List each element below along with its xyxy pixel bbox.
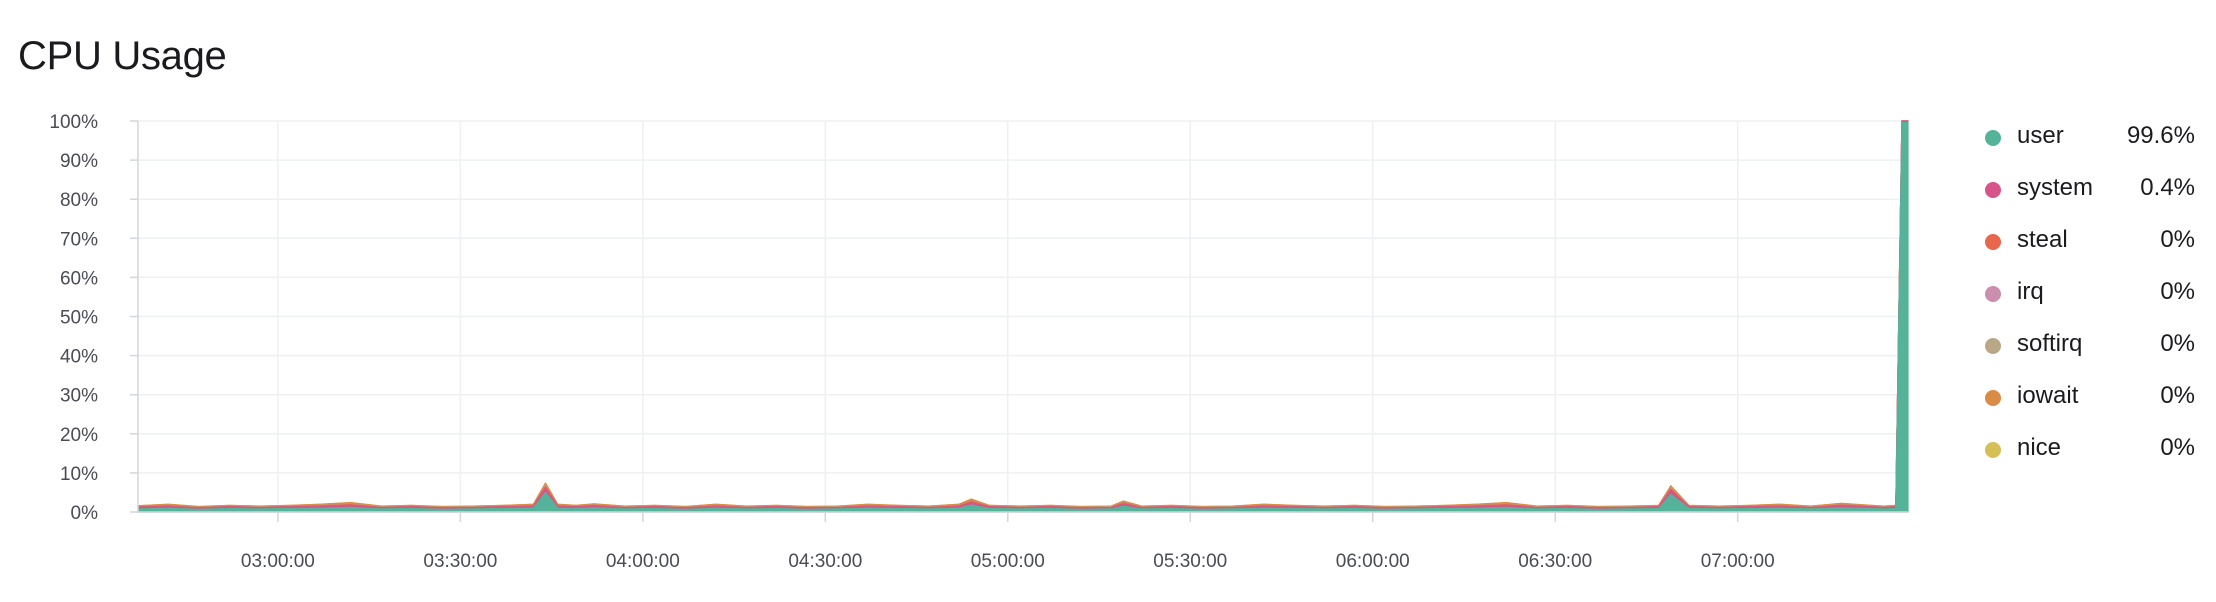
legend-label: user	[2017, 122, 2064, 149]
legend-item-system[interactable]: system 0.4%	[1985, 170, 2195, 222]
legend-dot-icon	[1985, 130, 2001, 146]
legend-dot-icon	[1985, 338, 2001, 354]
legend: user 99.6% system 0.4% steal 0% irq 0% s…	[1985, 118, 2195, 482]
legend-dot-icon	[1985, 390, 2001, 406]
legend-label: system	[2017, 174, 2094, 201]
legend-item-iowait[interactable]: iowait 0%	[1985, 378, 2195, 430]
legend-item-nice[interactable]: nice 0%	[1985, 430, 2195, 482]
legend-value: 0%	[2160, 434, 2195, 461]
legend-dot-icon	[1985, 182, 2001, 198]
x-tick-label: 06:30:00	[1518, 551, 1592, 572]
legend-value: 99.6%	[2126, 122, 2195, 149]
series-area-nice[interactable]	[137, 120, 1909, 508]
y-tick-label: 10%	[60, 464, 98, 485]
y-tick-label: 90%	[60, 151, 98, 172]
legend-dot-icon	[1985, 234, 2001, 250]
chart-title: CPU Usage	[18, 34, 227, 78]
x-tick-label: 06:00:00	[1336, 551, 1410, 572]
x-tick-label: 04:00:00	[606, 551, 680, 572]
legend-label: nice	[2017, 434, 2062, 461]
axes: 100% 90% 80% 70% 60% 50% 40% 30% 20% 10% 0% 03:00:0…	[49, 112, 1908, 572]
y-tick-label: 20%	[60, 425, 98, 446]
legend-value: 0%	[2160, 382, 2195, 409]
y-tick-label: 100%	[49, 112, 98, 133]
legend-label: softirq	[2017, 330, 2083, 357]
series-area-system[interactable]	[137, 120, 1909, 510]
grid-lines	[138, 120, 1908, 513]
y-tick-label: 70%	[60, 229, 98, 250]
legend-value: 0%	[2160, 330, 2195, 357]
y-tick-label: 80%	[60, 190, 98, 211]
series-area-user[interactable]	[137, 122, 1909, 513]
x-tick-label: 05:30:00	[1153, 551, 1227, 572]
y-tick-label: 40%	[60, 347, 98, 368]
x-tick-label: 04:30:00	[788, 551, 862, 572]
legend-dot-icon	[1985, 442, 2001, 458]
y-tick-label: 50%	[60, 308, 98, 329]
legend-item-steal[interactable]: steal 0%	[1985, 222, 2195, 274]
y-tick-label: 60%	[60, 268, 98, 289]
legend-item-softirq[interactable]: softirq 0%	[1985, 326, 2195, 378]
legend-item-user[interactable]: user 99.6%	[1985, 118, 2195, 170]
x-tick-label: 03:30:00	[423, 551, 497, 572]
legend-value: 0%	[2160, 226, 2195, 253]
series-area-irq[interactable]	[137, 120, 1909, 509]
cpu-usage-chart[interactable]: 100% 90% 80% 70% 60% 50% 40% 30% 20% 10% 0% 03:00:0…	[0, 0, 1930, 602]
legend-dot-icon	[1985, 286, 2001, 302]
legend-value: 0%	[2160, 278, 2195, 305]
legend-label: steal	[2017, 226, 2068, 253]
legend-label: iowait	[2017, 382, 2079, 409]
x-tick-label: 05:00:00	[971, 551, 1045, 572]
x-tick-label: 03:00:00	[241, 551, 315, 572]
y-tick-label: 30%	[60, 386, 98, 407]
series-area-softirq[interactable]	[137, 120, 1909, 509]
series-area-iowait[interactable]	[137, 120, 1909, 508]
y-tick-label: 0%	[71, 503, 99, 524]
legend-item-irq[interactable]: irq 0%	[1985, 274, 2195, 326]
x-tick-label: 07:00:00	[1701, 551, 1775, 572]
legend-value: 0.4%	[2140, 174, 2195, 201]
legend-label: irq	[2017, 278, 2044, 305]
series-area-steal[interactable]	[137, 120, 1909, 509]
